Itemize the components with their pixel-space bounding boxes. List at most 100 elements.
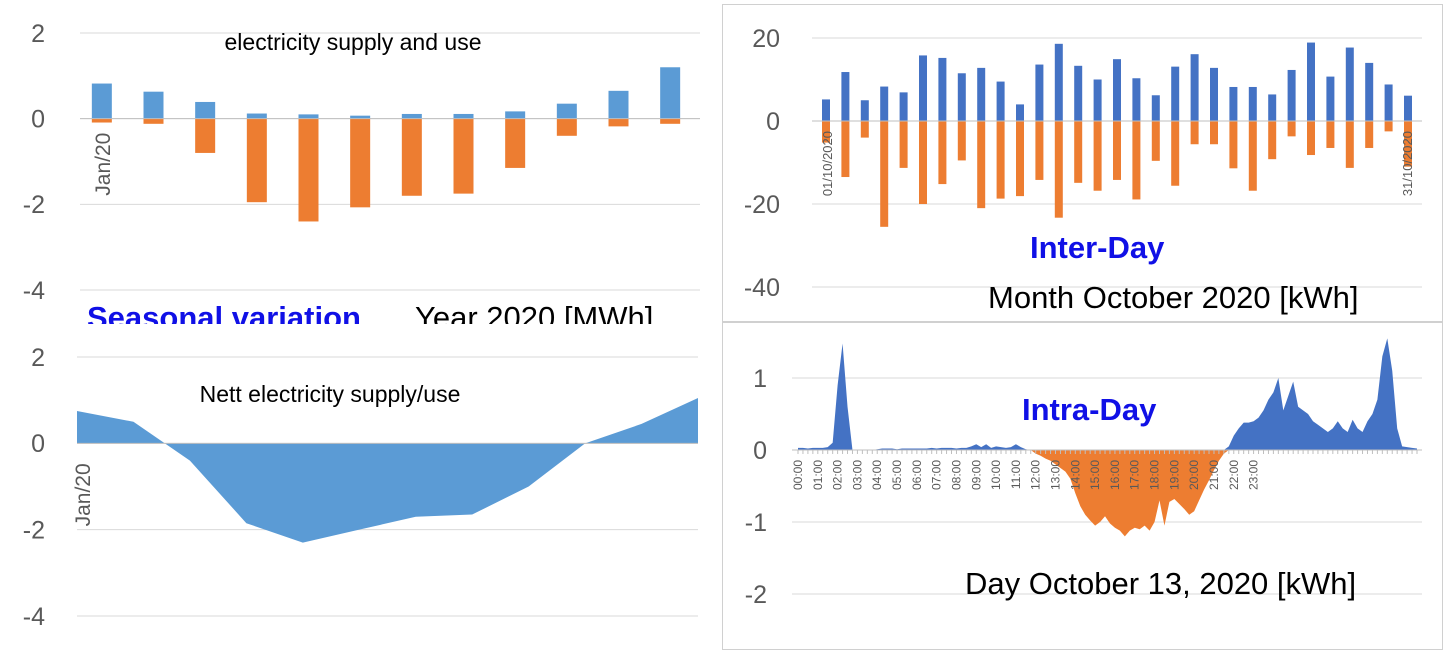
supply-bar xyxy=(246,113,267,119)
supply-bar xyxy=(1210,67,1218,121)
x-tick-label: 22:00 xyxy=(1227,460,1241,490)
x-tick-label: 09:00 xyxy=(969,460,983,490)
use-area xyxy=(798,450,1417,537)
y-tick-label: 1 xyxy=(753,365,767,393)
supply-bar xyxy=(899,92,908,121)
use-bar xyxy=(1210,121,1218,145)
x-tick-label: 03:00 xyxy=(850,460,864,490)
panel-day-area: 1 0 -1 -2 00:00 01:00 02:00 03:00 04:00 05:00 06:0… xyxy=(722,322,1443,650)
supply-bar xyxy=(1248,86,1257,121)
use-bar xyxy=(1093,121,1102,191)
intra-day-caption: Day October 13, 2020 [kWh] xyxy=(965,566,1357,601)
supply-area xyxy=(798,338,1417,450)
supply-bar xyxy=(977,67,986,121)
use-bar xyxy=(298,118,319,222)
use-bar xyxy=(1307,121,1315,156)
y-tick-label: -20 xyxy=(744,191,780,219)
supply-bar xyxy=(919,55,927,121)
x-tick-label: Jan/20 xyxy=(92,133,115,196)
supply-bar xyxy=(1365,62,1374,121)
seasonal-caption: Year 2020 [MWh] xyxy=(415,300,654,324)
use-bar xyxy=(919,121,927,204)
supply-bar xyxy=(143,91,164,119)
y-tick-label: 0 xyxy=(31,430,45,458)
supply-bar xyxy=(1035,64,1044,121)
supply-bar xyxy=(1171,66,1180,121)
x-tick-label: 05:00 xyxy=(890,460,904,490)
use-bar xyxy=(1171,121,1180,186)
use-bar xyxy=(841,121,850,178)
y-tick-label: 0 xyxy=(31,105,45,133)
x-tick-label: 01:00 xyxy=(811,460,825,490)
use-bar xyxy=(350,118,371,208)
use-bar xyxy=(1365,121,1374,148)
use-bar xyxy=(1054,121,1063,218)
supply-bar xyxy=(608,90,629,119)
y-tick-label: 20 xyxy=(752,25,780,53)
x-tick-label: 11:00 xyxy=(1009,460,1023,489)
supply-bar xyxy=(1093,79,1102,121)
x-tick-label: 19:00 xyxy=(1167,460,1181,490)
use-bar xyxy=(556,118,577,136)
supply-bar xyxy=(1307,42,1315,121)
supply-bar xyxy=(841,72,850,121)
supply-bar xyxy=(1229,86,1238,121)
use-bar xyxy=(899,121,908,168)
use-bar xyxy=(143,118,164,124)
supply-bar xyxy=(556,103,577,119)
use-bar xyxy=(1384,121,1393,132)
x-tick-label: 01/10/2020 xyxy=(820,131,835,196)
supply-bar xyxy=(880,86,889,121)
supply-bar xyxy=(1345,47,1354,121)
use-bar xyxy=(608,118,629,127)
supply-bar xyxy=(996,81,1005,121)
y-tick-label: 0 xyxy=(753,437,767,465)
supply-bar xyxy=(1384,84,1393,121)
use-bar xyxy=(822,121,830,143)
supply-bar xyxy=(1326,76,1335,121)
x-tick-label: 13:00 xyxy=(1049,460,1063,490)
supply-bar xyxy=(1151,95,1160,121)
y-tick-label: -2 xyxy=(23,191,45,219)
use-bar xyxy=(1132,121,1141,200)
supply-bar xyxy=(1054,43,1063,122)
supply-bar xyxy=(350,115,371,119)
use-bar xyxy=(505,118,526,168)
use-bar xyxy=(660,118,681,124)
use-bar xyxy=(1404,121,1412,167)
supply-bar xyxy=(91,83,112,119)
use-bar xyxy=(91,118,112,123)
panel-year-bars: 2 0 -2 -4 Jan/20 electricity supply and use S… xyxy=(0,0,700,324)
use-bar xyxy=(996,121,1005,199)
supply-bar xyxy=(453,113,474,119)
y-tick-label: -4 xyxy=(23,603,45,631)
x-tick-label: 16:00 xyxy=(1108,460,1122,490)
use-bar xyxy=(195,118,216,153)
x-tick-label: Jan/20 xyxy=(72,463,95,526)
supply-bar xyxy=(1190,54,1199,122)
supply-bar xyxy=(660,67,681,119)
y-tick-label: -2 xyxy=(23,516,45,544)
x-tick-label: 21:00 xyxy=(1207,460,1221,490)
chart-title: Nett electricity supply/use xyxy=(200,381,461,407)
nett-area xyxy=(77,398,698,543)
x-tick-label: 04:00 xyxy=(870,460,884,490)
use-bar xyxy=(1113,121,1121,180)
supply-bar xyxy=(938,57,947,121)
use-bar xyxy=(453,118,474,194)
use-bar xyxy=(1248,121,1257,191)
x-tick-label: 15:00 xyxy=(1088,460,1102,490)
chart-title: electricity supply and use xyxy=(225,29,482,55)
x-tick-label: 14:00 xyxy=(1068,460,1082,490)
supply-bar xyxy=(1016,104,1024,121)
supply-bar xyxy=(505,111,526,119)
supply-bar xyxy=(298,114,319,119)
panel-year-nett: 2 0 -2 -4 Jan/20 Nett electricity supply/use xyxy=(0,324,710,650)
use-bar xyxy=(1151,121,1160,161)
supply-bar xyxy=(1404,95,1412,121)
chart-year-bars: 2 0 -2 -4 Jan/20 electricity supply and use xyxy=(23,20,700,305)
x-tick-label: 20:00 xyxy=(1187,460,1201,490)
use-bar xyxy=(860,121,869,138)
use-bar xyxy=(880,121,889,227)
use-bar xyxy=(1074,121,1083,183)
